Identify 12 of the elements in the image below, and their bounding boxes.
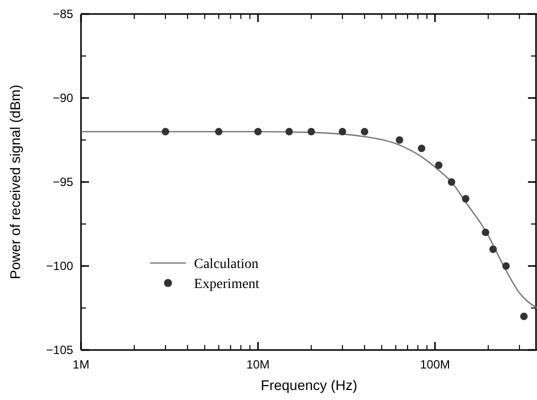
legend-label: Calculation <box>194 256 259 272</box>
x-tick-label: 10M <box>246 358 270 372</box>
x-tick-label: 100M <box>420 358 450 372</box>
legend-label: Experiment <box>194 276 260 292</box>
y-tick-label: −90 <box>52 90 74 105</box>
y-tick-label: −100 <box>46 258 74 273</box>
x-tick-label: 1M <box>72 358 90 372</box>
x-axis-title: Frequency (Hz) <box>260 377 358 393</box>
y-tick-label: −95 <box>52 174 74 189</box>
y-axis-title: Power of received signal (dBm) <box>7 84 23 280</box>
y-tick-label: −85 <box>52 6 74 21</box>
y-tick-label: −105 <box>46 342 74 357</box>
